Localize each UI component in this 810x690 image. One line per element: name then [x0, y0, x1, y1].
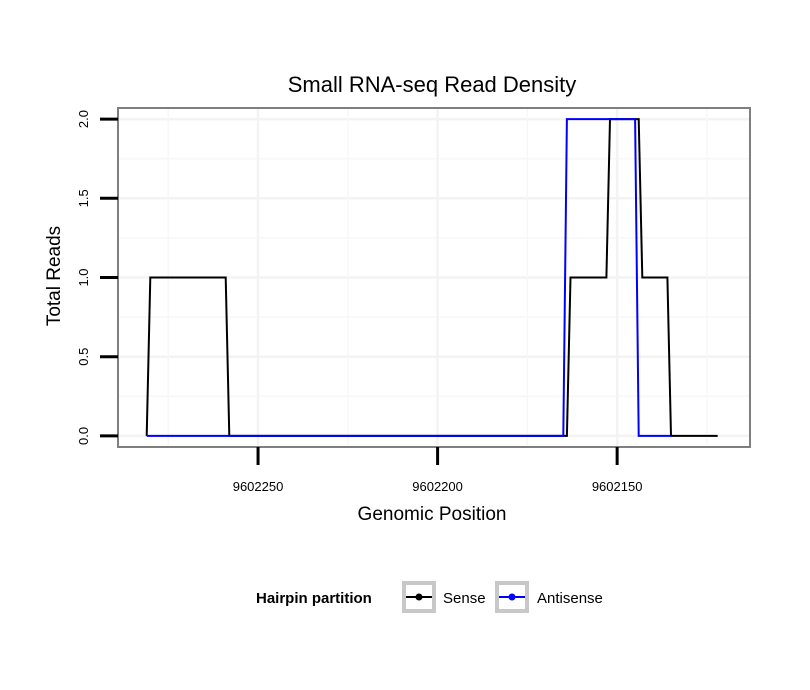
y-tick-label: 1.5	[76, 189, 91, 207]
series-line-sense	[145, 118, 718, 437]
legend: Hairpin partition Sense Antisense	[256, 581, 603, 613]
y-tick-label: 0.5	[76, 348, 91, 366]
legend-label-antisense: Antisense	[537, 590, 603, 607]
legend-key-antisense-point	[508, 593, 516, 601]
x-tick-label: 9602250	[233, 479, 284, 494]
y-tick-label: 1.0	[76, 268, 91, 286]
plot-area: 0.0 0.5 1.0 1.5 2.0 9602250 9602200 9602150	[76, 107, 751, 494]
x-axis-title: Genomic Position	[358, 504, 507, 525]
x-tick-label: 9602200	[412, 479, 463, 494]
series-line-antisense	[146, 118, 671, 437]
y-tick-label: 2.0	[76, 110, 91, 128]
y-axis-title: Total Reads	[44, 226, 65, 326]
x-tick-label: 9602150	[592, 479, 643, 494]
legend-key-sense-point	[415, 593, 423, 601]
y-tick-label: 0.0	[76, 427, 91, 445]
legend-title: Hairpin partition	[256, 590, 372, 607]
chart-title: Small RNA-seq Read Density	[288, 72, 577, 97]
legend-label-sense: Sense	[443, 590, 486, 607]
